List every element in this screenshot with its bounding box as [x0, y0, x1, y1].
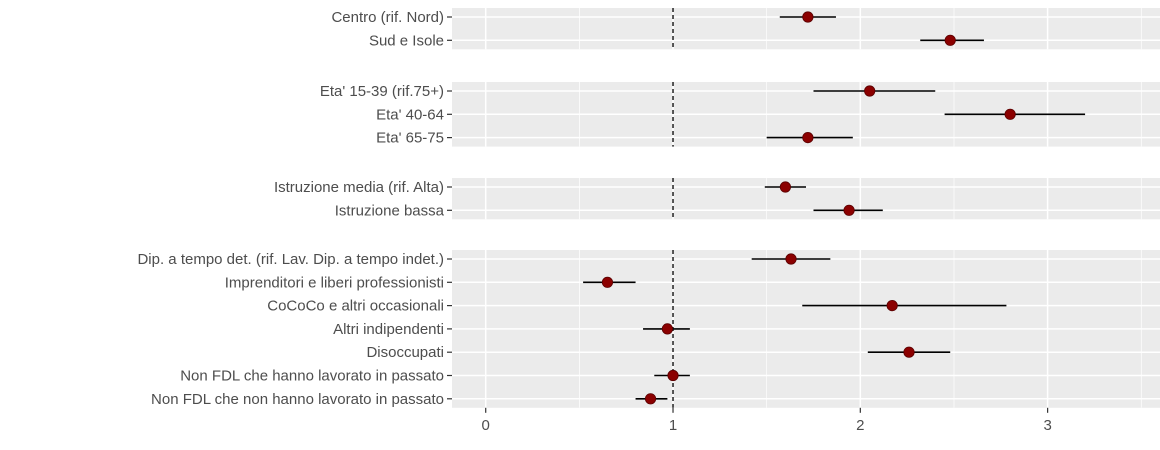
category-label: Istruzione bassa [335, 202, 445, 219]
x-tick-label: 0 [482, 417, 490, 434]
estimate-point [802, 11, 814, 23]
category-label: Eta' 40-64 [376, 106, 444, 123]
panels-layer [452, 8, 1160, 408]
estimate-point [667, 369, 679, 382]
marks-layer [583, 11, 1086, 405]
x-axis: 0 1 2 3 [482, 407, 1052, 434]
category-label: Imprenditori e liberi professionisti [225, 274, 444, 291]
panel-background [452, 178, 1160, 220]
estimate-point [601, 276, 614, 288]
estimate-point [644, 393, 657, 405]
category-label: Centro (rif. Nord) [331, 9, 444, 26]
estimate-point [864, 85, 876, 97]
category-label: CoCoCo e altri occasionali [267, 298, 444, 315]
panel-4 [452, 250, 1160, 408]
estimate-point [886, 299, 898, 312]
x-tick-label: 3 [1043, 417, 1051, 434]
x-tick-label: 1 [669, 417, 677, 434]
estimate-point [779, 181, 791, 193]
category-label: Eta' 65-75 [376, 130, 444, 147]
estimate-point [903, 346, 915, 358]
x-tick-label: 2 [856, 417, 864, 434]
estimate-point [843, 204, 855, 216]
category-label: Sud e Isole [369, 32, 444, 49]
category-label: Dip. a tempo det. (rif. Lav. Dip. a temp… [137, 251, 444, 268]
category-label: Non FDL che hanno lavorato in passato [180, 368, 444, 385]
category-label: Eta' 15-39 (rif.75+) [320, 83, 444, 100]
labels-layer: Centro (rif. Nord) Sud e Isole Eta' 15-39 … [137, 9, 452, 408]
panel-3 [452, 178, 1160, 220]
estimate-point [661, 323, 673, 335]
category-label: Non FDL che non hanno lavorato in passat… [151, 391, 444, 408]
category-label: Istruzione media (rif. Alta) [274, 179, 444, 196]
category-label: Disoccupati [366, 344, 444, 361]
estimate-point [802, 132, 814, 144]
estimate-point [785, 253, 797, 265]
estimate-point [1004, 108, 1016, 120]
estimate-point [944, 34, 956, 46]
category-label: Altri indipendenti [333, 321, 444, 338]
